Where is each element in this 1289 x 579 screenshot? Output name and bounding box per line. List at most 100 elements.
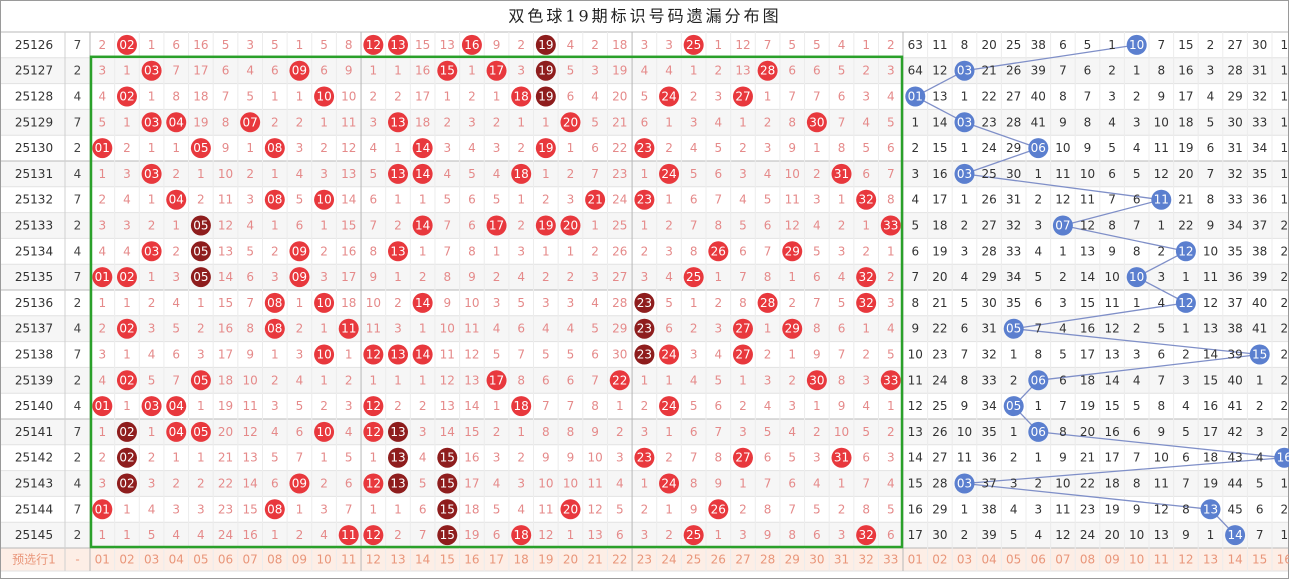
red-omission: 2 <box>493 270 501 284</box>
blue-omission: 3 <box>1157 270 1165 284</box>
count: 4 <box>74 477 82 491</box>
red-omission: 2 <box>591 38 599 52</box>
blue-omission: 36 <box>981 451 996 465</box>
red-omission: 2 <box>641 244 649 258</box>
footer-blue: 05 <box>1006 553 1021 567</box>
blue-omission: 4 <box>1157 296 1165 310</box>
red-ball <box>437 473 458 494</box>
blue-omission: 12 <box>1055 528 1070 542</box>
red-omission: 11 <box>464 322 479 336</box>
blue-omission: 21 <box>1080 451 1095 465</box>
blue-omission: 35 <box>1006 296 1021 310</box>
red-omission: 8 <box>764 270 772 284</box>
red-omission: 4 <box>887 90 895 104</box>
red-omission: 2 <box>567 167 575 181</box>
footer-red: 09 <box>292 553 307 567</box>
red-omission: 23 <box>218 502 233 516</box>
red-ball-number: 22 <box>612 373 627 387</box>
red-omission: 2 <box>862 348 870 362</box>
red-ball <box>141 112 162 133</box>
red-omission: 7 <box>813 90 821 104</box>
red-omission: 13 <box>735 64 750 78</box>
red-ball-number: 24 <box>661 348 676 362</box>
red-omission: 12 <box>785 219 800 233</box>
red-omission: 2 <box>394 399 402 413</box>
red-omission: 7 <box>838 348 846 362</box>
red-ball <box>609 370 630 391</box>
blue-omission: 21 <box>932 296 947 310</box>
footer-red: 17 <box>489 553 504 567</box>
red-omission: 2 <box>788 373 796 387</box>
red-omission: 1 <box>419 244 427 258</box>
footer-red: 23 <box>637 553 652 567</box>
red-ball <box>92 267 113 288</box>
blue-omission: 11 <box>1055 167 1070 181</box>
red-ball-number: 31 <box>834 167 849 181</box>
red-omission: 3 <box>468 115 476 129</box>
blue-omission: 24 <box>932 373 947 387</box>
red-omission: 4 <box>591 296 599 310</box>
red-ball-number: 08 <box>267 141 282 155</box>
blue-omission: 2 <box>911 141 919 155</box>
red-ball-number: 25 <box>686 528 701 542</box>
red-omission: 3 <box>320 270 328 284</box>
blue-omission: 8 <box>1207 193 1215 207</box>
red-omission: 1 <box>542 167 550 181</box>
red-omission: 2 <box>493 115 501 129</box>
blue-omission: 10 <box>1154 451 1169 465</box>
blue-omission: 1 <box>1133 296 1141 310</box>
blue-ball-number: 13 <box>1203 502 1218 516</box>
red-omission: 5 <box>591 115 599 129</box>
blue-omission: 5 <box>1207 115 1215 129</box>
red-omission: 1 <box>739 477 747 491</box>
blue-omission: 1 <box>1280 115 1288 129</box>
red-omission: 2 <box>394 296 402 310</box>
red-omission: 2 <box>665 528 673 542</box>
blue-omission: 10 <box>957 425 972 439</box>
blue-omission: 9 <box>1157 425 1165 439</box>
title: 双色球19期标识号码遗漏分布图 <box>508 7 781 26</box>
blue-omission: 5 <box>1256 477 1264 491</box>
red-ball-number: 25 <box>686 270 701 284</box>
red-ball-number: 19 <box>538 38 553 52</box>
red-omission: 5 <box>788 38 796 52</box>
red-omission: 9 <box>222 141 230 155</box>
red-ball-number: 03 <box>144 399 159 413</box>
red-omission: 1 <box>320 219 328 233</box>
red-omission: 6 <box>517 322 525 336</box>
red-omission: 6 <box>370 193 378 207</box>
red-ball <box>806 370 827 391</box>
blue-omission: 38 <box>1031 38 1046 52</box>
red-ball-number: 15 <box>440 502 455 516</box>
red-ball <box>831 163 852 184</box>
blue-omission: 11 <box>932 38 947 52</box>
red-omission: 10 <box>563 477 578 491</box>
red-ball-number: 13 <box>390 244 405 258</box>
red-omission: 7 <box>222 90 230 104</box>
red-omission: 1 <box>493 244 501 258</box>
red-ball <box>388 34 408 55</box>
footer-red: 13 <box>390 553 405 567</box>
red-omission: 2 <box>296 115 304 129</box>
red-ball <box>314 344 335 365</box>
red-omission: 10 <box>834 425 849 439</box>
red-omission: 8 <box>714 219 722 233</box>
count: 7 <box>74 502 82 516</box>
blue-ball-number: 15 <box>1252 348 1267 362</box>
row-bg <box>1 57 1288 84</box>
blue-omission: 41 <box>1227 399 1242 413</box>
red-ball <box>831 447 852 468</box>
red-ball-number: 26 <box>711 502 726 516</box>
red-omission: 14 <box>243 477 258 491</box>
red-ball <box>314 292 335 313</box>
red-omission: 1 <box>616 399 624 413</box>
red-ball-number: 18 <box>514 528 529 542</box>
red-omission: 6 <box>764 451 772 465</box>
footer-red: 16 <box>464 553 479 567</box>
blue-omission: 26 <box>932 425 947 439</box>
red-omission: 5 <box>838 296 846 310</box>
red-ball-number: 16 <box>464 38 479 52</box>
red-omission: 2 <box>887 38 895 52</box>
red-omission: 30 <box>612 348 627 362</box>
red-omission: 1 <box>813 399 821 413</box>
